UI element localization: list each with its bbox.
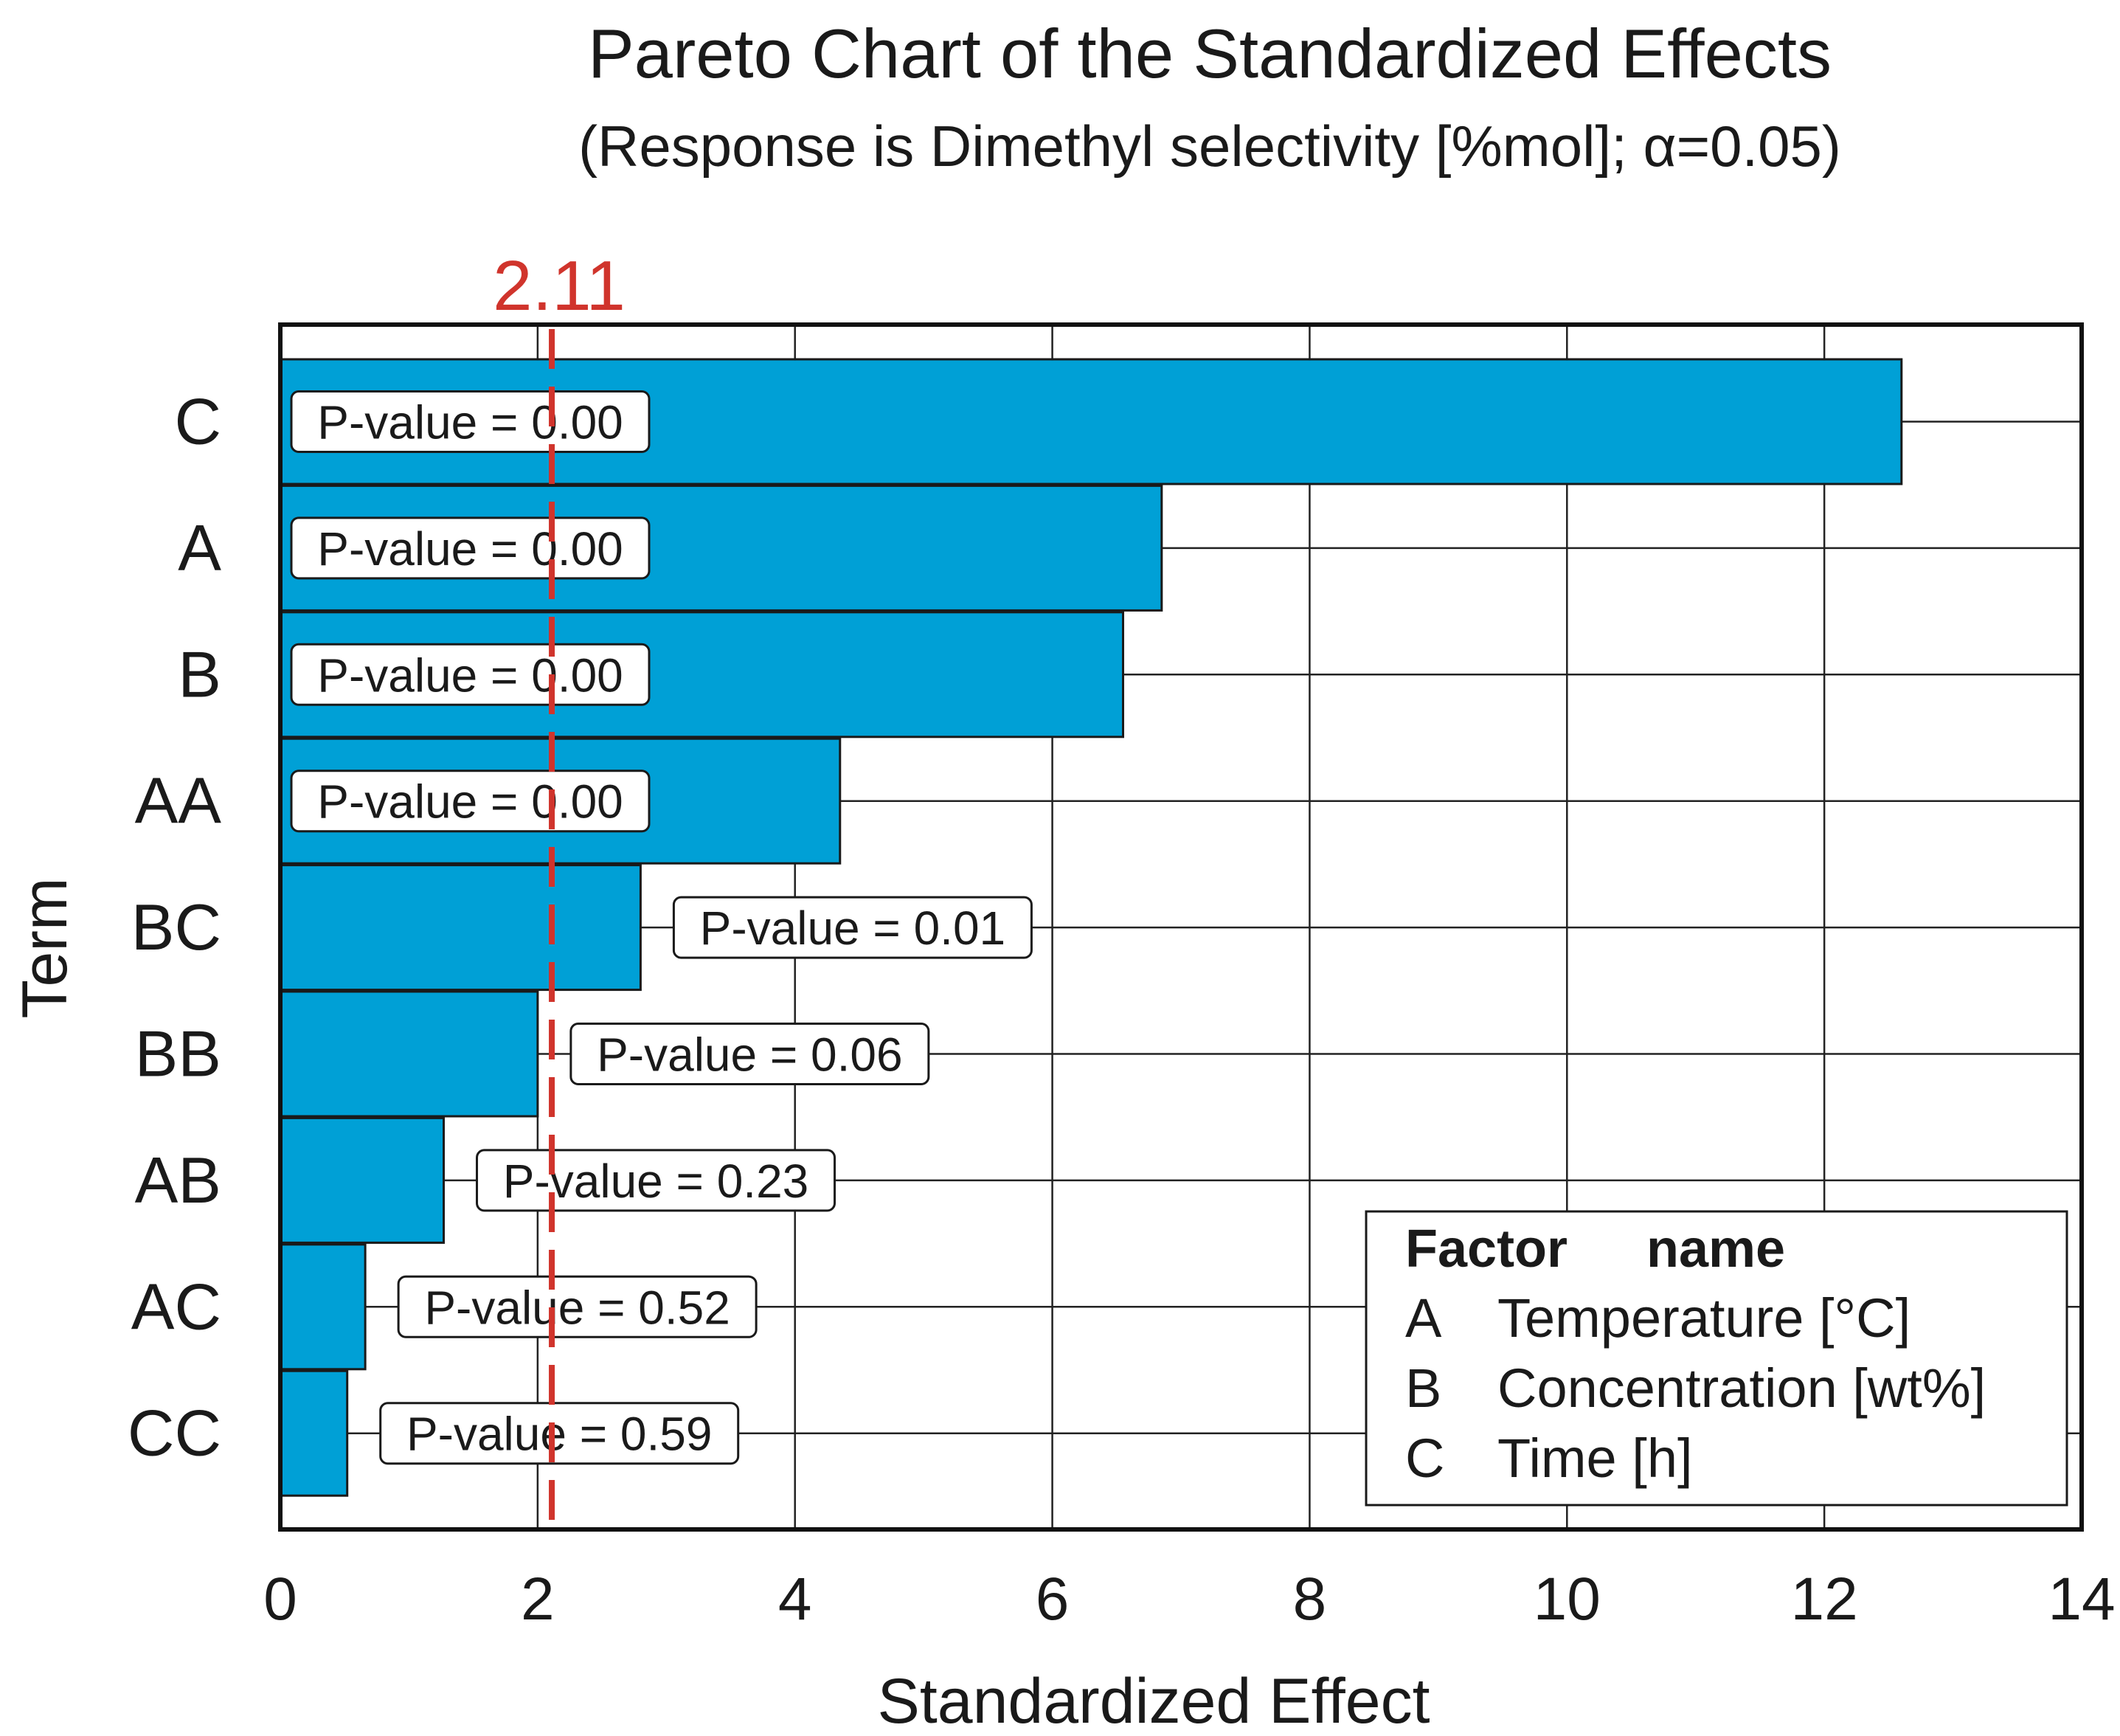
legend-factor: B xyxy=(1405,1358,1441,1419)
y-tick-label: CC xyxy=(128,1397,221,1470)
bar-ac xyxy=(279,1243,367,1371)
y-tick-label: BB xyxy=(135,1017,221,1090)
p-value-box xyxy=(569,1023,930,1085)
legend-name: Time [h] xyxy=(1497,1428,1693,1489)
p-value-label: P-value = 0.00 xyxy=(317,775,623,829)
y-tick-label: A xyxy=(178,511,221,584)
legend-header-name: name xyxy=(1646,1220,1785,1279)
bar-cc xyxy=(279,1369,349,1497)
x-tick-label: 12 xyxy=(1791,1566,1858,1633)
x-axis-label: Standardized Effect xyxy=(877,1666,1430,1736)
p-value-label: P-value = 0.00 xyxy=(317,649,623,702)
x-tick-label: 8 xyxy=(1293,1566,1327,1633)
chart-subtitle: (Response is Dimethyl selectivity [%mol]… xyxy=(578,114,1841,179)
y-tick-label: AB xyxy=(135,1144,221,1217)
p-value-box xyxy=(476,1149,836,1212)
p-value-label: P-value = 0.00 xyxy=(317,522,623,575)
p-value-box xyxy=(379,1402,740,1465)
legend-header-factor: Factor xyxy=(1405,1220,1568,1279)
p-value-box xyxy=(290,390,651,453)
bar-ab xyxy=(279,1116,446,1244)
p-value-label: P-value = 0.01 xyxy=(700,902,1006,955)
p-value-label: P-value = 0.59 xyxy=(406,1408,713,1461)
p-value-label: P-value = 0.00 xyxy=(317,396,623,449)
bar-bc xyxy=(279,864,642,992)
legend-name: Concentration [wt%] xyxy=(1497,1358,1986,1419)
plot-frame xyxy=(278,322,2084,1532)
p-value-label: P-value = 0.23 xyxy=(503,1155,809,1208)
y-axis-label: Term xyxy=(10,877,80,1018)
y-tick-label: AC xyxy=(131,1270,221,1343)
x-tick-label: 2 xyxy=(521,1566,555,1633)
legend-name: Temperature [°C] xyxy=(1497,1287,1911,1349)
p-value-box xyxy=(290,770,651,833)
p-value-box xyxy=(397,1275,758,1338)
y-tick-label: C xyxy=(174,385,221,458)
legend-box xyxy=(1365,1210,2068,1507)
bar-bb xyxy=(279,990,539,1118)
legend-factor: C xyxy=(1405,1428,1444,1489)
y-tick-label: BC xyxy=(131,891,221,964)
x-tick-label: 10 xyxy=(1534,1566,1601,1633)
p-value-box xyxy=(672,896,1033,959)
reference-line-label: 2.11 xyxy=(493,246,626,325)
p-value-label: P-value = 0.52 xyxy=(424,1281,730,1334)
x-tick-label: 14 xyxy=(2048,1566,2115,1633)
y-tick-label: AA xyxy=(135,764,222,837)
y-tick-label: B xyxy=(178,637,221,710)
x-tick-label: 6 xyxy=(1036,1566,1070,1633)
chart-title: Pareto Chart of the Standardized Effects xyxy=(588,15,1832,92)
p-value-label: P-value = 0.06 xyxy=(597,1028,903,1082)
legend-factor: A xyxy=(1405,1287,1442,1349)
x-tick-label: 0 xyxy=(263,1566,297,1633)
p-value-box xyxy=(290,643,651,706)
p-value-box xyxy=(290,516,651,580)
x-tick-label: 4 xyxy=(778,1566,812,1633)
